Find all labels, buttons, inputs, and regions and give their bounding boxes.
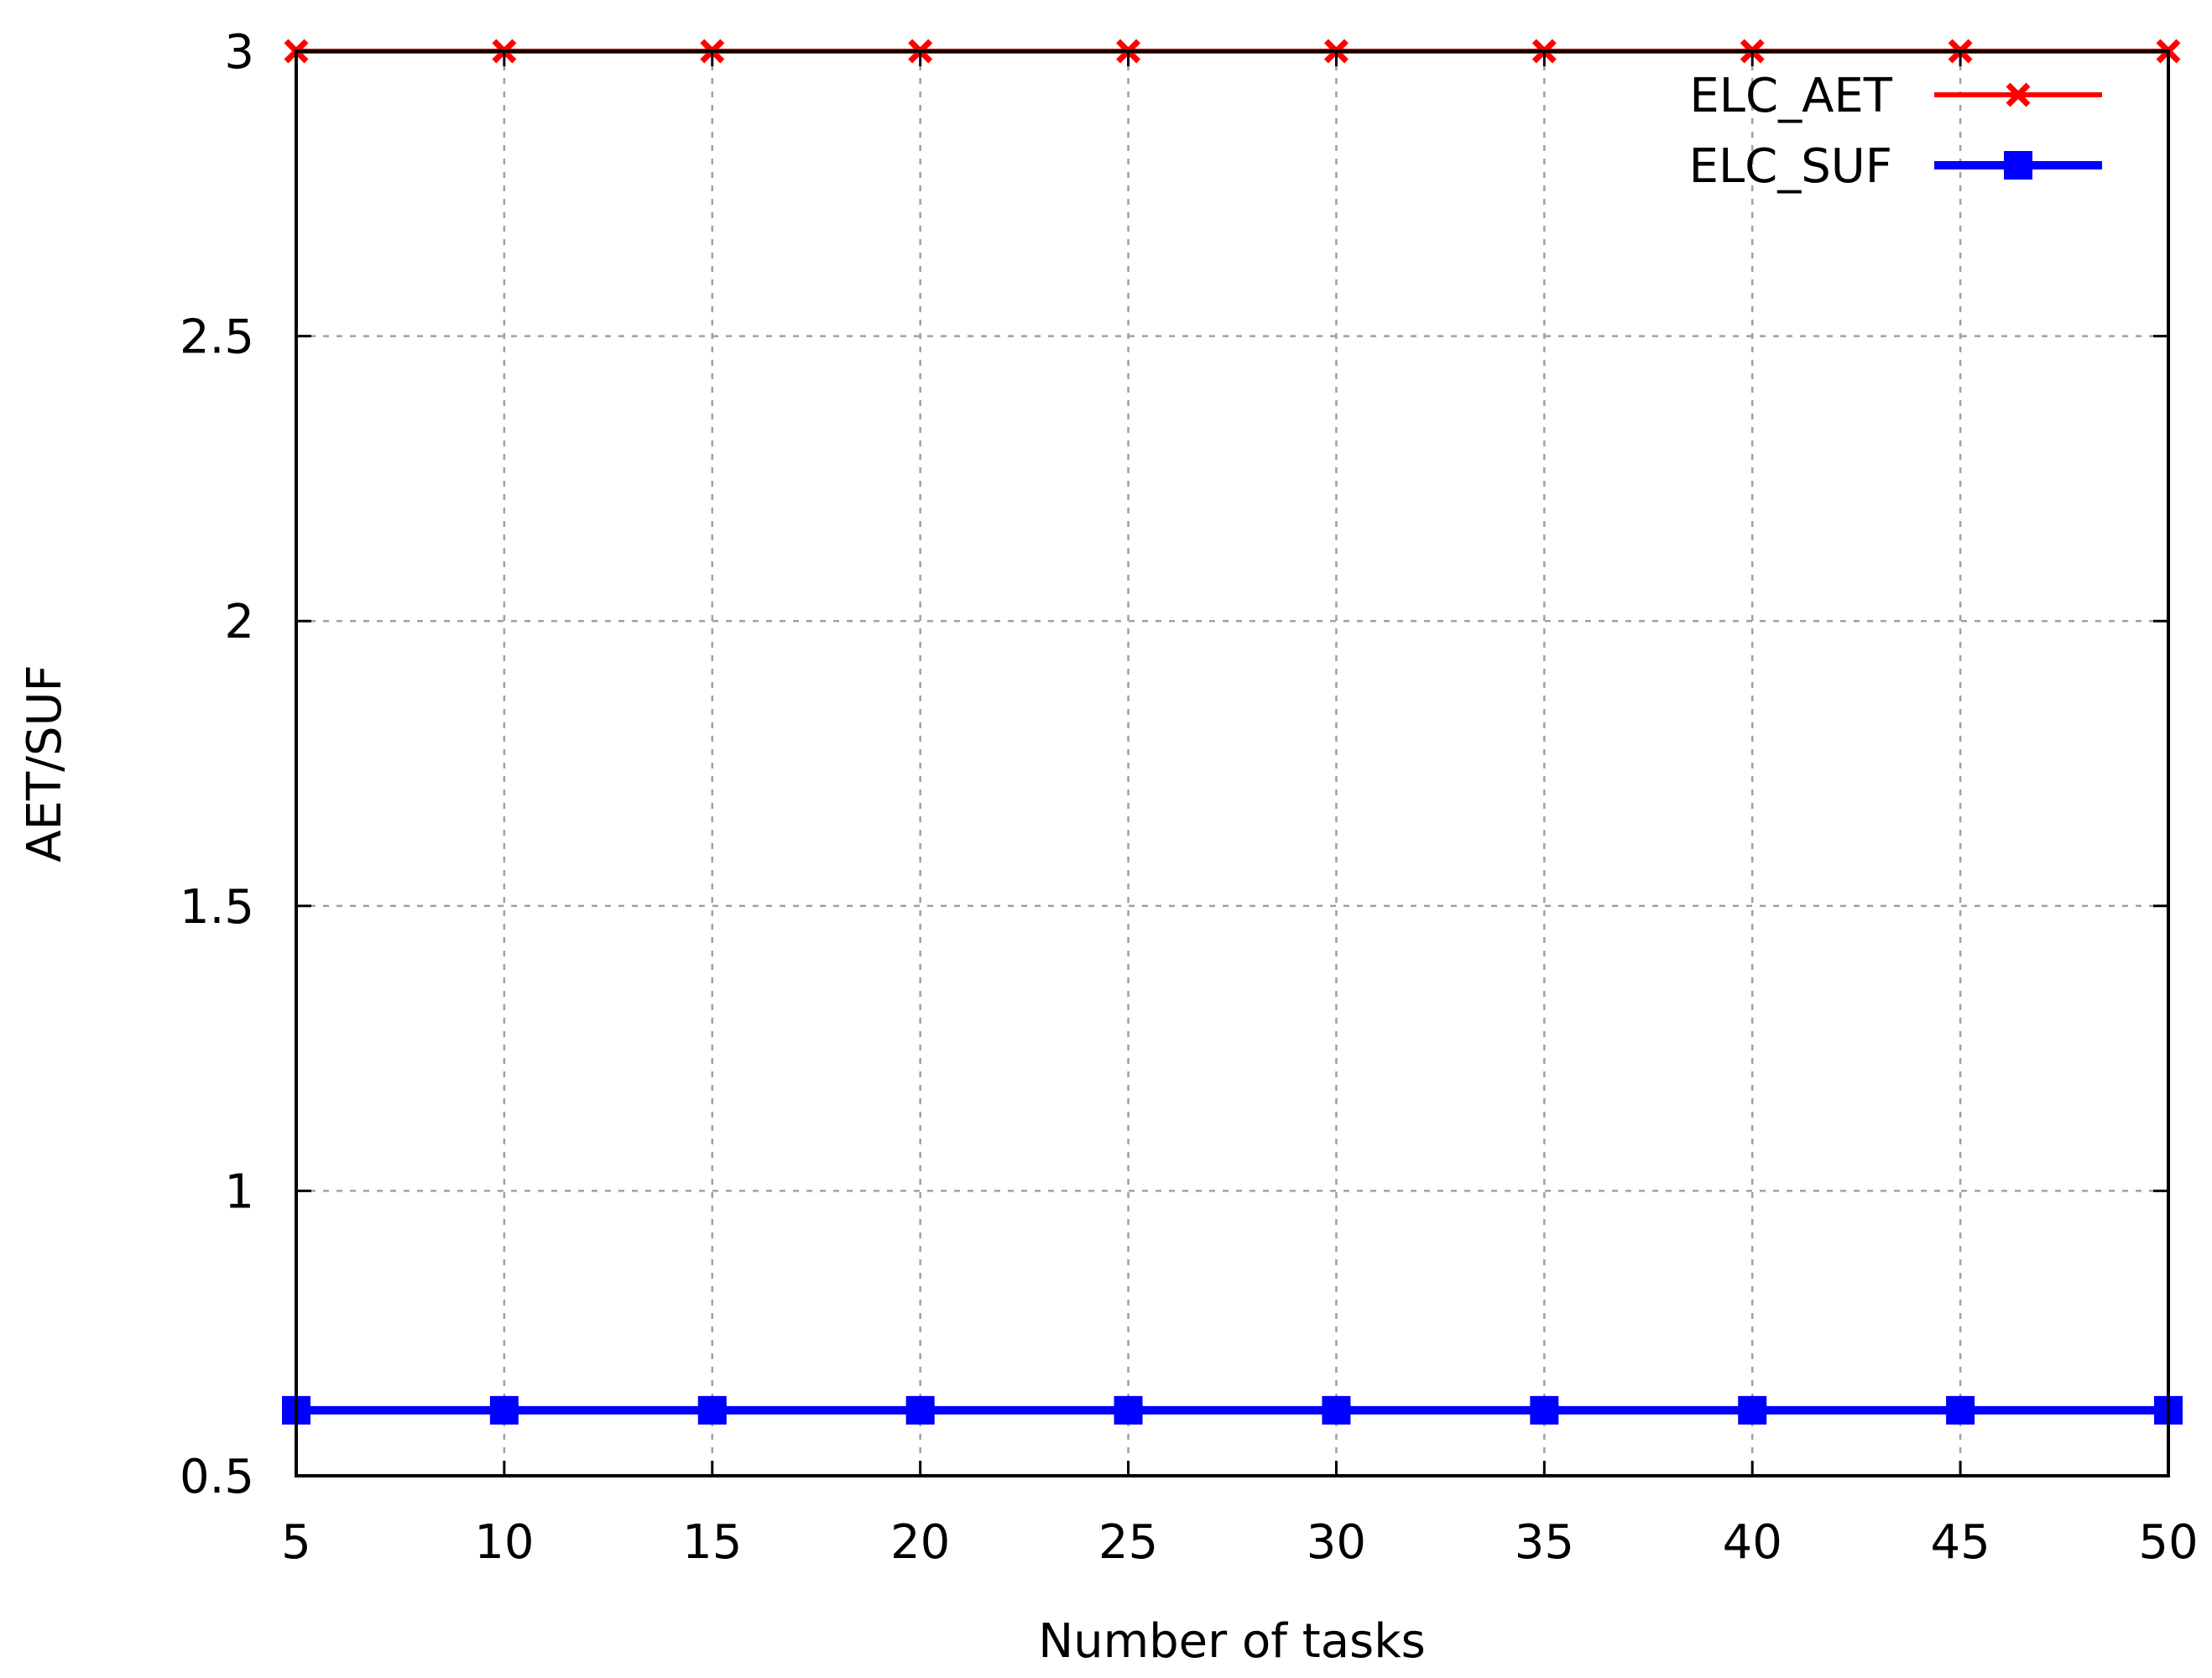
y-tick-label: 3: [224, 25, 254, 80]
series-elc-suf: [282, 1395, 2183, 1425]
legend-swatch-marker: [2004, 151, 2032, 180]
data-point: [1946, 1395, 1975, 1425]
y-tick-label: 1: [224, 1165, 254, 1219]
x-tick-label: 25: [1098, 1515, 1158, 1570]
x-tick-label: 50: [2138, 1515, 2198, 1570]
y-tick-label: 1.5: [180, 880, 254, 935]
legend: ELC_AET ELC_SUF: [1689, 69, 2102, 194]
legend-item: ELC_SUF: [1689, 139, 2102, 194]
x-tick-label: 45: [1930, 1515, 1990, 1570]
x-tick-label: 20: [890, 1515, 950, 1570]
x-tick-label: 40: [1723, 1515, 1782, 1570]
legend-swatch-marker: [2006, 82, 2031, 107]
y-axis-label: AET/SUF: [18, 664, 72, 862]
data-point: [1738, 1395, 1767, 1425]
y-tick-labels: 0.5 1 1.5 2 2.5 3: [180, 25, 254, 1504]
data-point: [1322, 1395, 1351, 1425]
x-tick-label: 15: [682, 1515, 742, 1570]
x-tick-labels: 5 10 15 20 25 30 35 40 45 50: [281, 1515, 2198, 1570]
data-point: [905, 1395, 935, 1425]
data-point: [489, 1395, 519, 1425]
x-tick-label: 30: [1307, 1515, 1366, 1570]
plot-frame: [295, 50, 2170, 1477]
axis-ticks: [295, 50, 2170, 1477]
y-tick-label: 0.5: [180, 1450, 254, 1504]
legend-item: ELC_AET: [1689, 69, 2102, 123]
y-tick-label: 2.5: [180, 310, 254, 365]
legend-label: ELC_AET: [1689, 69, 1892, 123]
x-tick-label: 35: [1515, 1515, 1574, 1570]
series-layer: [282, 39, 2183, 1425]
grid: [296, 51, 2168, 1476]
legend-label: ELC_SUF: [1689, 139, 1892, 194]
y-tick-label: 2: [224, 595, 254, 649]
x-tick-label: 10: [474, 1515, 534, 1570]
data-point: [1530, 1395, 1559, 1425]
data-point: [697, 1395, 727, 1425]
x-tick-label: 5: [281, 1515, 311, 1570]
x-axis-label: Number of tasks: [1038, 1614, 1426, 1669]
data-point: [1114, 1395, 1143, 1425]
